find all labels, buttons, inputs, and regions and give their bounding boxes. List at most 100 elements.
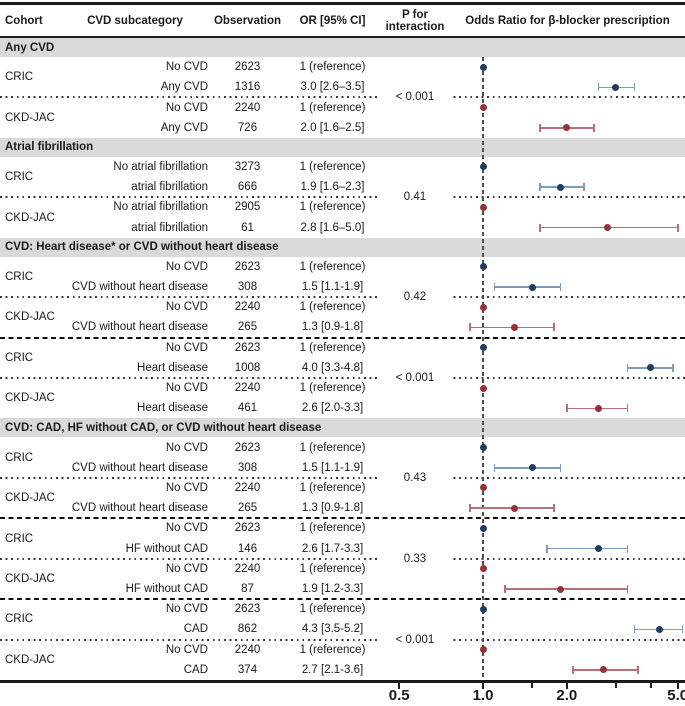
observation-cell: 2240 xyxy=(234,643,261,656)
forest-block: < 0.001 CRIC No CVD 2623 1 (reference) Any CV… xyxy=(0,57,685,138)
observation-cell: 2240 xyxy=(234,301,261,314)
axis-tick-major xyxy=(565,683,568,689)
observation-cell: 265 xyxy=(237,321,258,334)
observation-cell: 2240 xyxy=(234,101,261,114)
axis-tick-minor xyxy=(649,683,652,688)
observation-cell: 862 xyxy=(237,623,258,636)
forest-dot xyxy=(595,545,603,553)
axis-tick-major xyxy=(398,683,401,689)
forest-block: 0.43 CRIC No CVD 2623 1 (reference) CVD witho… xyxy=(0,437,685,518)
forest-row: Any CVD 726 2.0 [1.6–2.5] xyxy=(0,118,685,138)
section-band: Any CVD xyxy=(0,38,685,57)
subcategory-cell: No CVD xyxy=(165,603,208,616)
forest-row: No atrial fibrillation 2905 1 (reference) xyxy=(0,197,685,217)
ci-line xyxy=(494,286,561,288)
cohort-label: CKD-JAC xyxy=(5,311,55,324)
or-ci-cell: 3.0 [2.6–3.5] xyxy=(300,81,365,94)
or-ci-cell: 1 (reference) xyxy=(299,201,366,214)
section-band-title: CVD: CAD, HF without CAD, or CVD without… xyxy=(5,421,322,434)
forest-row: Any CVD 1316 3.0 [2.6–3.5] xyxy=(0,77,685,97)
forest-dot xyxy=(595,404,603,412)
or-ci-cell: 4.0 [3.3-4.8] xyxy=(301,361,364,374)
subcategory-cell: No CVD xyxy=(165,562,208,575)
ci-cap-left xyxy=(626,363,629,372)
or-ci-cell: 1.5 [1.1-1.9] xyxy=(301,281,364,294)
ci-cap-right xyxy=(582,183,585,192)
block-separator-dashed xyxy=(0,598,685,601)
plot-title: Odds Ratio for β-blocker prescription xyxy=(465,14,670,27)
ci-cap-right xyxy=(559,283,562,292)
section-band-title: Atrial fibrillation xyxy=(5,141,94,154)
ci-cap-left xyxy=(633,625,636,634)
or-ci-cell: 2.6 [2.0-3.3] xyxy=(301,402,364,415)
forest-row: Heart disease 461 2.6 [2.0-3.3] xyxy=(0,398,685,418)
cohort-separator-dotted xyxy=(0,638,685,641)
or-ci-cell: 1 (reference) xyxy=(299,160,366,173)
cohort-label: CKD-JAC xyxy=(5,111,55,124)
axis-tick-major xyxy=(482,683,484,689)
cohort-separator-dotted xyxy=(0,196,685,199)
forest-row: No CVD 2240 1 (reference) xyxy=(0,97,685,117)
subcategory-cell: CVD without heart disease xyxy=(71,461,208,474)
forest-dot xyxy=(557,183,565,191)
ci-cap-left xyxy=(571,665,574,674)
forest-row: HF without CAD 146 2.6 [1.7-3.3] xyxy=(0,539,685,559)
forest-dot xyxy=(479,303,487,311)
ci-cap-right xyxy=(553,504,555,513)
subcategory-cell: No CVD xyxy=(165,441,208,454)
forest-row: No CVD 2623 1 (reference) xyxy=(0,338,685,358)
axis-tick-minor xyxy=(531,683,534,688)
plot-body: Any CVD < 0.001 CRIC No CVD 2623 1 (reference… xyxy=(0,38,685,683)
observation-cell: 726 xyxy=(237,121,258,134)
subcategory-cell: CAD xyxy=(183,663,208,676)
col-header-p-interaction: P for interaction xyxy=(380,5,450,36)
subcategory-cell: CVD without heart disease xyxy=(71,502,208,515)
forest-block: 0.42 CRIC No CVD 2623 1 (reference) CVD witho… xyxy=(0,257,685,338)
or-ci-cell: 1.9 [1.2-3.3] xyxy=(301,583,364,596)
observation-cell: 2240 xyxy=(234,382,261,395)
section-band: Atrial fibrillation xyxy=(0,137,685,157)
observation-cell: 461 xyxy=(237,402,258,415)
ci-cap-right xyxy=(626,544,629,553)
or-ci-cell: 1.5 [1.1-1.9] xyxy=(301,461,364,474)
or-ci-cell: 1 (reference) xyxy=(299,441,366,454)
ci-cap-left xyxy=(546,544,549,553)
forest-row: CAD 374 2.7 [2.1-3.6] xyxy=(0,660,685,680)
section-band-title: CVD: Heart disease* or CVD without heart… xyxy=(5,241,279,254)
or-ci-cell: 1 (reference) xyxy=(299,260,366,273)
observation-cell: 2623 xyxy=(234,341,261,354)
cohort-separator-dotted xyxy=(0,557,685,560)
subcategory-cell: No CVD xyxy=(165,382,208,395)
cohort-separator-dotted xyxy=(0,377,685,379)
subcategory-cell: CVD without heart disease xyxy=(71,321,208,334)
subcategory-cell: No atrial fibrillation xyxy=(113,160,208,173)
subcategory-cell: No CVD xyxy=(165,522,208,535)
or-ci-cell: 1 (reference) xyxy=(299,562,366,575)
or-ci-cell: 1 (reference) xyxy=(299,61,366,74)
cohort-separator-dotted xyxy=(0,296,685,299)
subcategory-cell: Heart disease xyxy=(137,402,208,415)
subcategory-cell: No CVD xyxy=(165,260,208,273)
or-ci-cell: 1 (reference) xyxy=(299,101,366,114)
p-interaction-value: < 0.001 xyxy=(380,370,450,386)
p-interaction-value: 0.33 xyxy=(380,550,450,567)
forest-dot xyxy=(528,464,536,472)
forest-row: No CVD 2623 1 (reference) xyxy=(0,57,685,77)
ci-cap-right xyxy=(626,404,629,413)
forest-block: 0.33 CRIC No CVD 2623 1 (reference) HF withou… xyxy=(0,517,685,599)
cohort-label: CRIC xyxy=(5,532,34,545)
axis-tick-minor xyxy=(614,683,617,688)
section-band: CVD: CAD, HF without CAD, or CVD without… xyxy=(0,418,685,438)
subcategory-cell: No CVD xyxy=(165,481,208,494)
ci-cap-right xyxy=(553,323,555,332)
ci-cap-left xyxy=(469,504,472,513)
ci-cap-left xyxy=(493,283,496,292)
section-band-title: Any CVD xyxy=(5,41,55,54)
forest-row: No CVD 2240 1 (reference) xyxy=(0,378,685,398)
subcategory-cell: No CVD xyxy=(165,101,208,114)
observation-cell: 2240 xyxy=(234,481,261,494)
cohort-label: CRIC xyxy=(5,613,34,626)
forest-dot xyxy=(604,224,612,232)
forest-dot xyxy=(479,104,487,112)
